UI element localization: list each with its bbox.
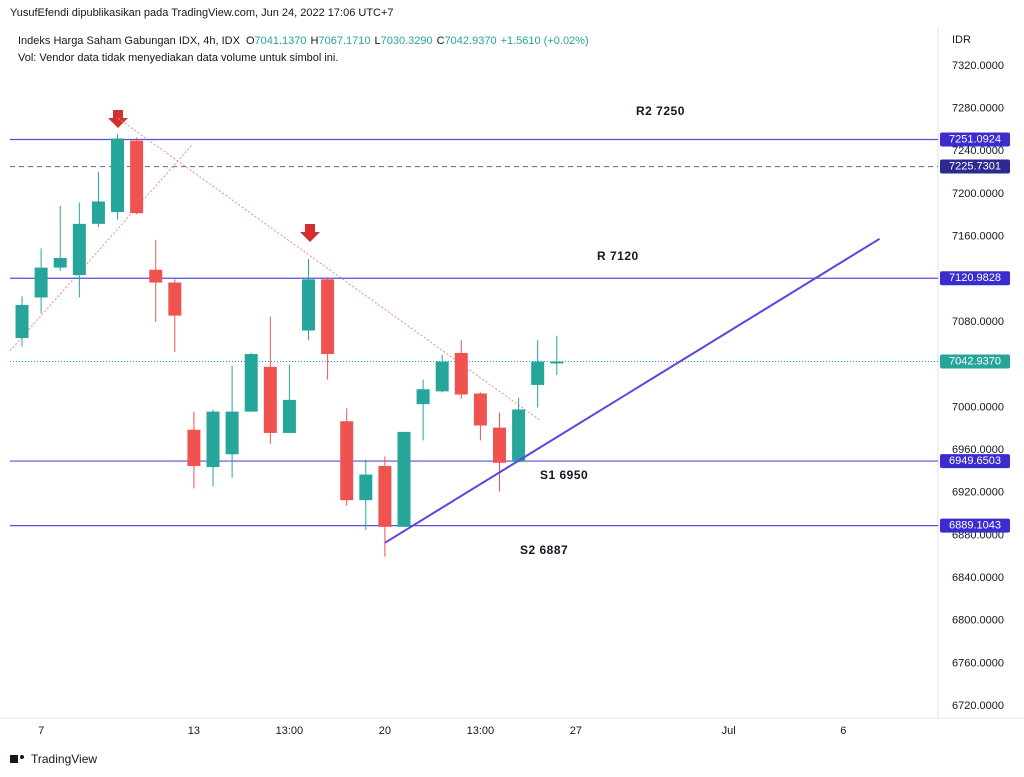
annotation: R 7120 xyxy=(597,249,639,263)
candle-body xyxy=(512,409,526,462)
candle-body xyxy=(15,304,29,339)
candle-body xyxy=(263,366,277,433)
footer-brand: TradingView xyxy=(31,752,97,766)
x-tick-label: 7 xyxy=(38,725,44,737)
candle-body xyxy=(225,411,239,455)
candle-body xyxy=(91,201,105,224)
currency: IDR xyxy=(952,34,971,46)
candle-body xyxy=(492,427,506,463)
candle-body xyxy=(550,361,564,364)
candle-body xyxy=(340,421,354,501)
candle-body xyxy=(72,223,86,276)
candle-body xyxy=(302,279,316,331)
last-price-label: 7042.9370 xyxy=(949,355,1001,367)
ohlc-l: 7030.3290 xyxy=(381,35,433,47)
ohlc-o: 7041.1370 xyxy=(255,35,307,47)
level-label-box xyxy=(940,159,1010,174)
y-tick-label: 7000.0000 xyxy=(952,401,1004,413)
y-tick-label: 6840.0000 xyxy=(952,572,1004,584)
candle-body xyxy=(378,466,392,527)
annotation: S2 6887 xyxy=(520,543,568,557)
candle-body xyxy=(34,267,48,298)
x-tick-label: Jul xyxy=(722,725,736,737)
symbol-line: Indeks Harga Saham Gabungan IDX, 4h, IDX… xyxy=(18,35,589,47)
last-price-box xyxy=(940,354,1010,369)
candle-body xyxy=(435,361,449,392)
level-label-box xyxy=(940,132,1010,147)
arrow-down xyxy=(300,224,320,242)
x-tick-label: 27 xyxy=(570,725,582,737)
candle-body xyxy=(416,389,430,405)
candle-body xyxy=(111,138,125,213)
y-tick-label: 7280.0000 xyxy=(952,103,1004,115)
level-label-box xyxy=(940,518,1010,533)
trendline xyxy=(384,237,881,544)
level-label-box xyxy=(940,271,1010,286)
publisher: YusufEfendi dipublikasikan pada TradingV… xyxy=(10,7,394,19)
y-tick-label: 6760.0000 xyxy=(952,657,1004,669)
ohlc-l-key: L xyxy=(374,35,380,47)
y-tick-label: 7240.0000 xyxy=(952,145,1004,157)
y-tick-label: 7160.0000 xyxy=(952,231,1004,243)
ohlc-c: 7042.9370 xyxy=(445,35,497,47)
volume-note: Vol: Vendor data tidak menyediakan data … xyxy=(18,52,338,64)
y-tick-label: 6800.0000 xyxy=(952,615,1004,627)
annotation: R2 7250 xyxy=(636,104,685,118)
level-label: 7120.9828 xyxy=(949,272,1001,284)
x-tick-label: 13:00 xyxy=(467,725,495,737)
x-tick-label: 20 xyxy=(379,725,391,737)
x-tick-label: 13 xyxy=(188,725,200,737)
y-tick-label: 7080.0000 xyxy=(952,316,1004,328)
candle-body xyxy=(168,282,182,316)
x-tick-label: 6 xyxy=(840,725,846,737)
arrow-down xyxy=(108,110,128,128)
change: +1.5610 (+0.02%) xyxy=(501,35,589,47)
candle-body xyxy=(397,431,411,527)
footer-logo xyxy=(10,755,24,763)
candle-body xyxy=(321,279,335,355)
candle-body xyxy=(244,354,258,412)
level-label: 6889.1043 xyxy=(949,520,1001,532)
level-label: 6949.6503 xyxy=(949,455,1001,467)
candle-body xyxy=(187,429,201,467)
ohlc-h: 7067.1710 xyxy=(318,35,370,47)
candle-body xyxy=(206,411,220,468)
candle-body xyxy=(473,393,487,426)
y-tick-label: 6960.0000 xyxy=(952,444,1004,456)
x-tick-label: 13:00 xyxy=(276,725,304,737)
y-tick-label: 7200.0000 xyxy=(952,188,1004,200)
level-label: 7225.7301 xyxy=(949,160,1001,172)
candle-body xyxy=(130,140,144,214)
annotation: S1 6950 xyxy=(540,468,588,482)
candle-body xyxy=(282,399,296,433)
dotted-trendline xyxy=(9,143,194,352)
ohlc-c-key: C xyxy=(437,35,445,47)
dotted-trendline xyxy=(117,117,540,421)
y-tick-label: 7320.0000 xyxy=(952,60,1004,72)
candle-body xyxy=(531,361,545,385)
symbol: Indeks Harga Saham Gabungan IDX, 4h, IDX xyxy=(18,35,241,47)
candle-body xyxy=(149,269,163,283)
level-label: 7251.0924 xyxy=(949,133,1001,145)
candle-body xyxy=(359,474,373,501)
y-tick-label: 6720.0000 xyxy=(952,700,1004,712)
candle-body xyxy=(454,352,468,395)
ohlc-h-key: H xyxy=(311,35,319,47)
candle-body xyxy=(53,258,67,268)
ohlc-o-key: O xyxy=(246,35,255,47)
y-tick-label: 6920.0000 xyxy=(952,487,1004,499)
level-label-box xyxy=(940,454,1010,469)
